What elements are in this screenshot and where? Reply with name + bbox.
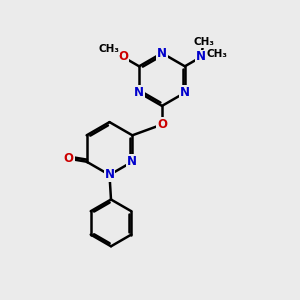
Text: O: O: [64, 152, 74, 165]
Text: N: N: [157, 46, 167, 60]
Text: CH₃: CH₃: [207, 49, 228, 59]
Text: O: O: [157, 118, 167, 131]
Text: CH₃: CH₃: [98, 44, 119, 54]
Text: N: N: [180, 86, 190, 99]
Text: N: N: [196, 50, 206, 64]
Text: N: N: [134, 86, 144, 99]
Text: O: O: [118, 50, 128, 64]
Text: N: N: [128, 155, 137, 168]
Text: N: N: [104, 168, 115, 182]
Text: CH₃: CH₃: [193, 37, 214, 47]
